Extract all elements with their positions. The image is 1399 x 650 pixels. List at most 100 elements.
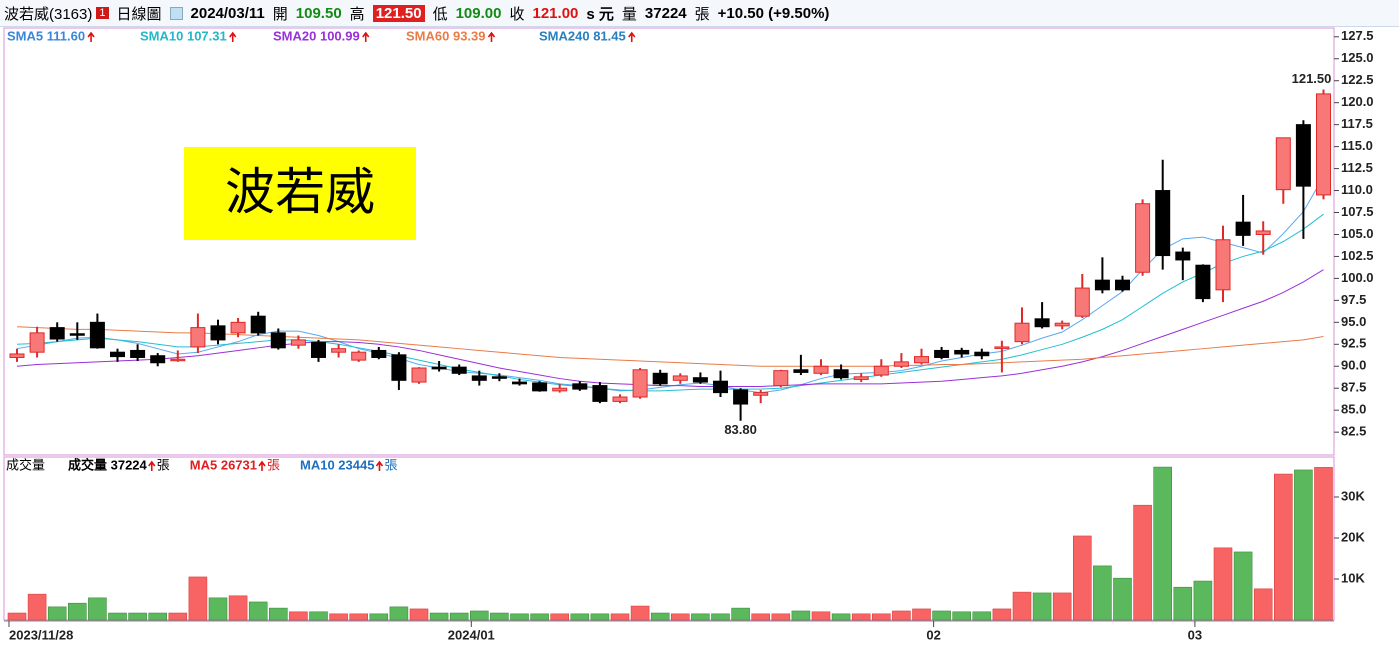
volume-label: 量 [621,5,637,23]
legend-entry: SMA240 81.45 [539,28,626,43]
candle-body [873,365,889,376]
panel-title: 成交量 [6,457,45,472]
y-tick-label: 107.5 [1341,204,1374,219]
volume-bar [892,610,911,621]
y-tick-label: 30K [1341,488,1365,503]
candle-body [672,375,688,381]
candle-body [813,365,829,374]
volume-bar [268,607,288,621]
date: 2024/03/11 [190,4,265,22]
volume-bar [650,612,670,621]
candle-body [753,392,769,396]
candle-body [451,366,467,374]
volume-bar [1193,580,1213,621]
x-tick-label: 03 [1188,627,1202,642]
candle-body [1255,230,1271,235]
volume-bar [1233,551,1253,621]
candle-body [190,327,206,348]
volume-bar [932,610,951,621]
candle-body [1074,287,1090,317]
candle-body [391,354,407,381]
low-label: 83.80 [724,422,757,437]
y-tick-label: 82.5 [1341,424,1366,439]
volume-bar [1173,586,1193,621]
volume-bar [811,611,831,621]
sma-line [16,213,1324,392]
volume-bar [389,606,409,621]
volume-bar [972,611,992,621]
candle-body [713,380,728,394]
volume-bar [1012,591,1032,621]
y-tick-label: 97.5 [1341,292,1366,307]
close-value: 121.00 [532,4,579,22]
candle-body [210,325,226,341]
candle-body [270,332,286,349]
legend-entry: MA5 26731 [190,457,257,472]
volume-bar [490,612,509,621]
y-tick-label: 100.0 [1341,270,1374,285]
period[interactable]: 日線圖 [116,5,162,23]
volume-bar [670,613,690,621]
candle-body [9,353,25,358]
legend-entry: SMA60 93.39 [406,28,486,43]
volume-bar [148,612,167,621]
candle-body [170,358,186,362]
x-tick-label: 02 [926,627,940,642]
candle-body [793,369,809,373]
candle-body [893,361,909,367]
legend-entry: 成交量 37224 [68,457,148,472]
candle-body [934,349,950,358]
candle-body [974,351,990,357]
candle-body [592,385,608,402]
candle-body [89,321,105,349]
volume-bar [449,612,469,621]
open-label: 開 [272,5,288,23]
volume-bar [831,613,851,621]
y-tick-label: 127.5 [1341,28,1374,43]
up-arrow [628,31,636,42]
up-arrow [87,31,95,42]
volume-bar [369,613,389,621]
candle-body [532,382,548,392]
candle-body [1135,203,1151,273]
change: +10.50 (+9.50%) [717,4,830,22]
candle-body [1295,124,1311,187]
candle-body [1054,322,1070,327]
candle-body [1215,239,1231,291]
y-tick-label: 117.5 [1341,116,1373,131]
legend-entry: MA10 23445 [300,457,374,472]
candle-body [1034,318,1050,328]
volume-bar [27,593,47,621]
y-tick-label: 102.5 [1341,248,1374,263]
volume-bar [289,611,308,621]
volume-bar [1073,535,1092,621]
volume-bar [871,613,891,621]
volume-bar [128,612,147,621]
candle-body [512,381,527,385]
stock-name: 波若威(3163) [4,5,93,23]
y-tick-label: 90.0 [1341,358,1366,373]
dropdown-icon[interactable] [169,6,183,20]
volume-bar [248,601,268,621]
sma-line [16,326,1324,367]
volume-bar [590,613,610,621]
candle-body [110,351,125,358]
volume-bar [731,607,750,621]
price-frame [3,27,1335,456]
legend-unit: 張 [267,457,280,472]
y-tick-label: 95.0 [1341,314,1366,329]
legend-entry: SMA20 100.99 [273,28,360,43]
volume-bar [952,611,972,621]
volume-bar [1314,467,1333,621]
volume-unit: 張 [694,5,710,23]
candle-body [311,342,326,358]
volume-bar [1253,588,1273,621]
candle-body [250,315,266,334]
candle-body [733,389,749,405]
volume-bar [429,612,449,621]
high-label: 121.50 [1292,71,1332,86]
legend-unit: 張 [157,457,170,472]
candle-body [49,327,65,340]
volume-bar [1274,473,1293,621]
y-tick-label: 115.0 [1341,138,1373,153]
